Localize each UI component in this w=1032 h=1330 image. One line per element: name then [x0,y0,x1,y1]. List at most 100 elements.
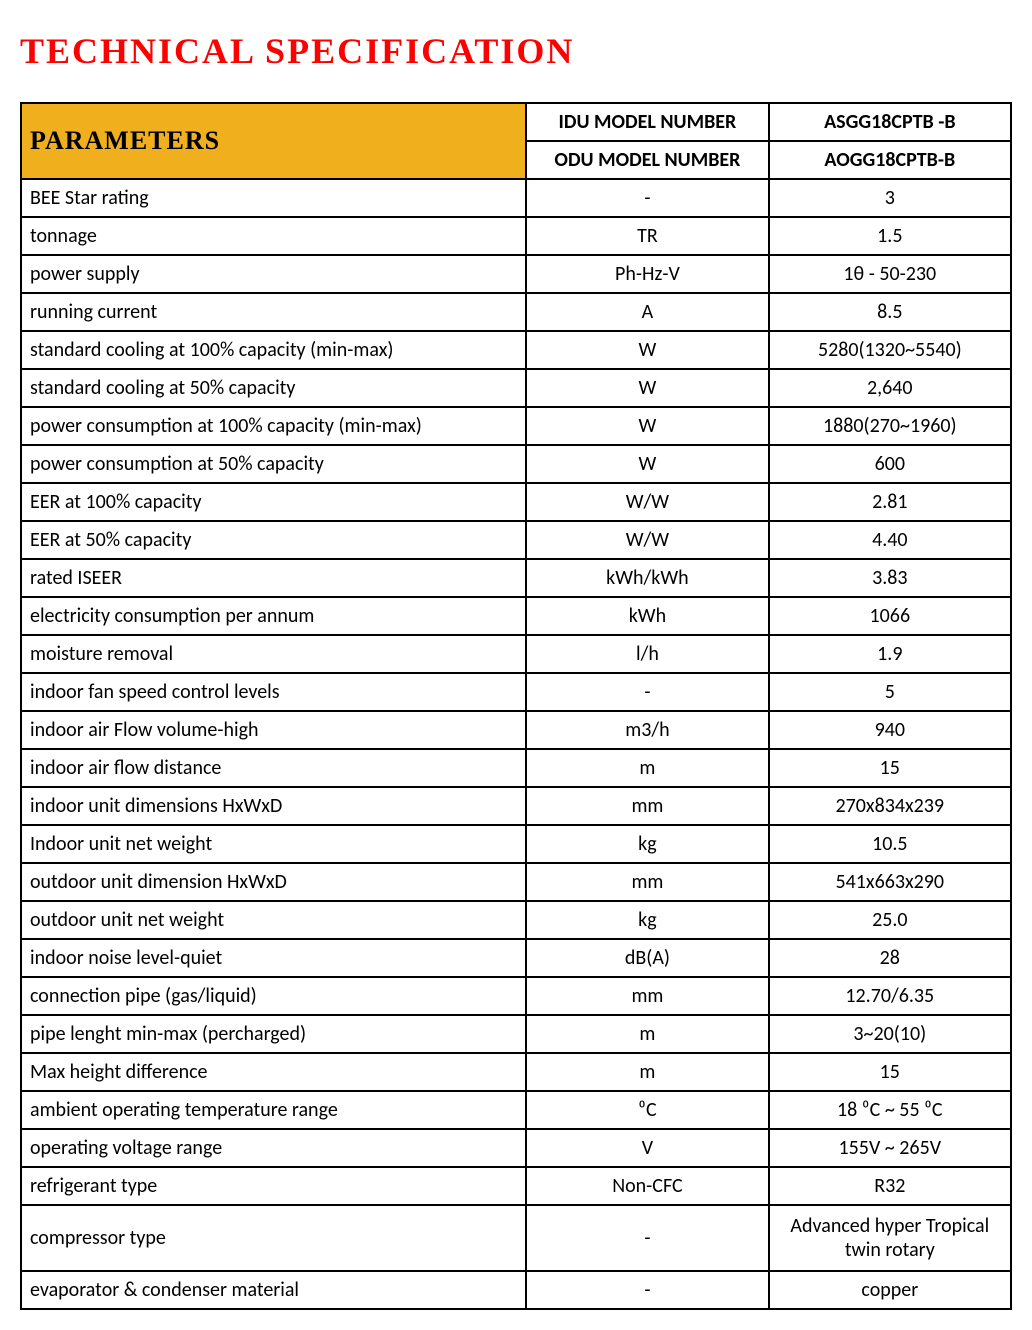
value-cell: 12.70/6.35 [769,977,1011,1015]
param-cell: standard cooling at 100% capacity (min-m… [21,331,526,369]
param-cell: pipe lenght min-max (percharged) [21,1015,526,1053]
odu-value: AOGG18CPTB-B [769,141,1011,179]
table-row: power consumption at 50% capacityW600 [21,445,1011,483]
table-row: indoor air Flow volume-highm3/h940 [21,711,1011,749]
value-cell: 1.5 [769,217,1011,255]
value-cell: copper [769,1271,1011,1309]
value-cell: 1880(270~1960) [769,407,1011,445]
param-cell: power consumption at 50% capacity [21,445,526,483]
table-row: power consumption at 100% capacity (min-… [21,407,1011,445]
unit-cell: TR [526,217,768,255]
table-row: Max height differencem15 [21,1053,1011,1091]
param-cell: indoor noise level-quiet [21,939,526,977]
value-cell: 600 [769,445,1011,483]
value-cell: 4.40 [769,521,1011,559]
param-cell: Max height difference [21,1053,526,1091]
value-cell: 541x663x290 [769,863,1011,901]
table-row: outdoor unit net weightkg25.0 [21,901,1011,939]
param-cell: EER at 100% capacity [21,483,526,521]
param-cell: indoor unit dimensions HxWxD [21,787,526,825]
param-cell: rated ISEER [21,559,526,597]
unit-cell: - [526,673,768,711]
unit-cell: Ph-Hz-V [526,255,768,293]
unit-cell: dB(A) [526,939,768,977]
unit-cell: W [526,331,768,369]
unit-cell: W/W [526,483,768,521]
param-cell: indoor air flow distance [21,749,526,787]
table-row: outdoor unit dimension HxWxDmm541x663x29… [21,863,1011,901]
value-cell: 15 [769,1053,1011,1091]
value-cell: 940 [769,711,1011,749]
unit-cell: m [526,1015,768,1053]
unit-cell: W [526,369,768,407]
param-cell: running current [21,293,526,331]
param-cell: refrigerant type [21,1167,526,1205]
value-cell: 5 [769,673,1011,711]
value-cell: 5280(1320~5540) [769,331,1011,369]
value-cell: 10.5 [769,825,1011,863]
table-row: electricity consumption per annumkWh1066 [21,597,1011,635]
unit-cell: W [526,445,768,483]
param-cell: moisture removal [21,635,526,673]
table-row: pipe lenght min-max (percharged)m3~20(10… [21,1015,1011,1053]
param-cell: power supply [21,255,526,293]
table-row: ambient operating temperature range⁰C18 … [21,1091,1011,1129]
value-cell: 2,640 [769,369,1011,407]
unit-cell: A [526,293,768,331]
unit-cell: kg [526,901,768,939]
unit-cell: W/W [526,521,768,559]
param-cell: indoor fan speed control levels [21,673,526,711]
param-cell: power consumption at 100% capacity (min-… [21,407,526,445]
value-cell: 15 [769,749,1011,787]
table-row: refrigerant typeNon-CFCR32 [21,1167,1011,1205]
unit-cell: m [526,1053,768,1091]
value-cell: 2.81 [769,483,1011,521]
table-row: BEE Star rating-3 [21,179,1011,217]
param-cell: indoor air Flow volume-high [21,711,526,749]
unit-cell: Non-CFC [526,1167,768,1205]
unit-cell: kg [526,825,768,863]
table-row: EER at 50% capacityW/W4.40 [21,521,1011,559]
table-row: indoor air flow distancem15 [21,749,1011,787]
table-row: moisture removall/h1.9 [21,635,1011,673]
table-row: indoor unit dimensions HxWxDmm270x834x23… [21,787,1011,825]
value-cell: 3.83 [769,559,1011,597]
param-cell: BEE Star rating [21,179,526,217]
param-cell: compressor type [21,1205,526,1271]
table-row: running currentA8.5 [21,293,1011,331]
unit-cell: mm [526,977,768,1015]
idu-label: IDU MODEL NUMBER [526,103,768,141]
unit-cell: mm [526,787,768,825]
value-cell: Advanced hyper Tropical twin rotary [769,1205,1011,1271]
unit-cell: m [526,749,768,787]
table-row: compressor type-Advanced hyper Tropical … [21,1205,1011,1271]
param-cell: standard cooling at 50% capacity [21,369,526,407]
value-cell: 155V ~ 265V [769,1129,1011,1167]
unit-cell: kWh/kWh [526,559,768,597]
unit-cell: - [526,1271,768,1309]
page-title: TECHNICAL SPECIFICATION [20,30,1012,72]
unit-cell: m3/h [526,711,768,749]
value-cell: 3 [769,179,1011,217]
value-cell: 8.5 [769,293,1011,331]
param-cell: connection pipe (gas/liquid) [21,977,526,1015]
unit-cell: W [526,407,768,445]
unit-cell: kWh [526,597,768,635]
odu-label: ODU MODEL NUMBER [526,141,768,179]
value-cell: 3~20(10) [769,1015,1011,1053]
value-cell: 1.9 [769,635,1011,673]
table-row: connection pipe (gas/liquid)mm12.70/6.35 [21,977,1011,1015]
unit-cell: - [526,1205,768,1271]
unit-cell: mm [526,863,768,901]
table-row: indoor noise level-quietdB(A)28 [21,939,1011,977]
table-row: standard cooling at 50% capacityW2,640 [21,369,1011,407]
table-row: standard cooling at 100% capacity (min-m… [21,331,1011,369]
param-cell: ambient operating temperature range [21,1091,526,1129]
table-row: rated ISEERkWh/kWh3.83 [21,559,1011,597]
param-cell: electricity consumption per annum [21,597,526,635]
value-cell: 28 [769,939,1011,977]
param-cell: outdoor unit dimension HxWxD [21,863,526,901]
unit-cell: V [526,1129,768,1167]
value-cell: 270x834x239 [769,787,1011,825]
table-row: tonnageTR1.5 [21,217,1011,255]
